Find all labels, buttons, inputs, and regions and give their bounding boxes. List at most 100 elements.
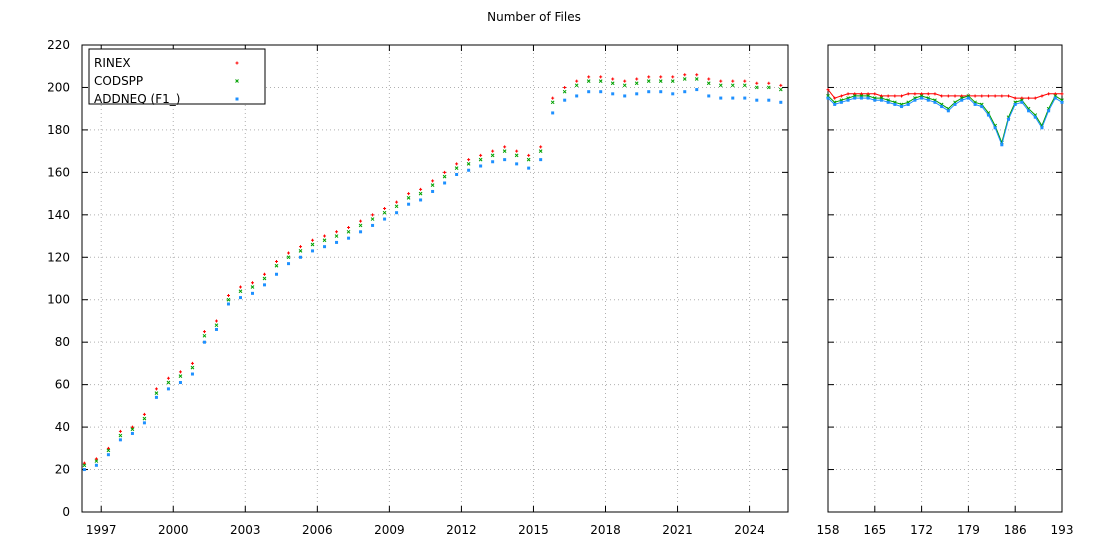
data-point [859, 92, 863, 96]
data-point [118, 433, 123, 438]
data-point [443, 170, 447, 174]
data-point [766, 85, 771, 90]
data-point [694, 77, 699, 81]
data-point [920, 92, 924, 96]
data-point [214, 327, 218, 331]
data-point [906, 92, 910, 96]
y-tick-label: 0 [62, 505, 70, 519]
data-point [779, 100, 783, 104]
data-point [611, 77, 615, 81]
data-point [82, 461, 86, 465]
series-line [827, 97, 1063, 147]
data-point [893, 102, 897, 106]
series-line [827, 95, 1063, 145]
series-codspp [826, 94, 1064, 145]
data-point [1033, 115, 1037, 119]
legend-marker [235, 79, 239, 83]
data-point [879, 94, 883, 98]
data-point [906, 102, 910, 106]
data-point [275, 272, 279, 276]
data-point [323, 245, 327, 249]
plot-frame [81, 44, 789, 513]
data-point [719, 96, 723, 100]
data-point [913, 98, 917, 102]
data-point [527, 153, 531, 157]
data-point [250, 285, 255, 289]
data-point [853, 96, 857, 100]
data-point [731, 96, 735, 100]
data-point [467, 168, 471, 172]
series-rinex [82, 73, 783, 465]
data-point [695, 88, 699, 92]
x-tick-label: 158 [817, 523, 840, 537]
data-point [118, 429, 122, 433]
data-point [598, 79, 603, 83]
data-point [920, 96, 924, 100]
data-point [926, 98, 930, 102]
data-point [706, 81, 711, 86]
data-point [826, 96, 830, 100]
data-point [742, 83, 747, 88]
data-point [634, 81, 639, 86]
data-point [82, 463, 87, 468]
data-point [503, 145, 507, 149]
data-point [575, 94, 579, 98]
data-point [106, 446, 110, 450]
data-point [671, 92, 675, 96]
data-point [893, 94, 897, 98]
data-point [539, 145, 543, 149]
x-tick-label: 2021 [662, 523, 693, 537]
y-tick-label: 20 [55, 463, 70, 477]
data-point [275, 260, 279, 264]
data-point [226, 297, 231, 302]
y-tick-label: 140 [47, 208, 70, 222]
y-tick-label: 100 [47, 293, 70, 307]
data-point [454, 166, 459, 170]
data-point [839, 100, 843, 104]
data-point [515, 162, 519, 166]
legend-box [88, 48, 266, 105]
series-codspp [82, 77, 783, 468]
data-point [1013, 96, 1017, 100]
data-point [767, 98, 771, 102]
data-point [358, 223, 363, 228]
data-point [106, 448, 111, 453]
data-point [226, 293, 230, 297]
data-point [359, 230, 363, 234]
data-point [419, 198, 423, 202]
data-point [431, 189, 435, 193]
data-point [839, 94, 843, 98]
x-tick-label: 2015 [518, 523, 549, 537]
data-point [926, 92, 930, 96]
data-point [466, 162, 471, 166]
data-point [1033, 96, 1037, 100]
data-point [993, 94, 997, 98]
data-point [226, 302, 230, 306]
data-point [479, 153, 483, 157]
data-point [1040, 126, 1044, 130]
data-point [130, 427, 135, 432]
data-point [250, 291, 254, 295]
data-point [178, 374, 183, 378]
data-point [202, 330, 206, 334]
data-point [575, 79, 579, 83]
y-tick-label: 160 [47, 165, 70, 179]
data-point [263, 272, 267, 276]
data-point [647, 90, 651, 94]
data-point [250, 281, 254, 285]
data-point [778, 87, 783, 92]
y-tick-label: 40 [55, 420, 70, 434]
data-point [407, 192, 411, 196]
data-point [262, 276, 267, 281]
data-point [94, 457, 98, 461]
data-point [826, 88, 830, 92]
data-point [933, 92, 937, 96]
data-point [833, 102, 837, 106]
data-point [478, 157, 483, 162]
y-tick-label: 80 [55, 335, 70, 349]
data-point [1053, 96, 1057, 100]
series-addneq-f1 [82, 88, 783, 472]
data-point [953, 102, 957, 106]
data-point [1027, 96, 1031, 100]
